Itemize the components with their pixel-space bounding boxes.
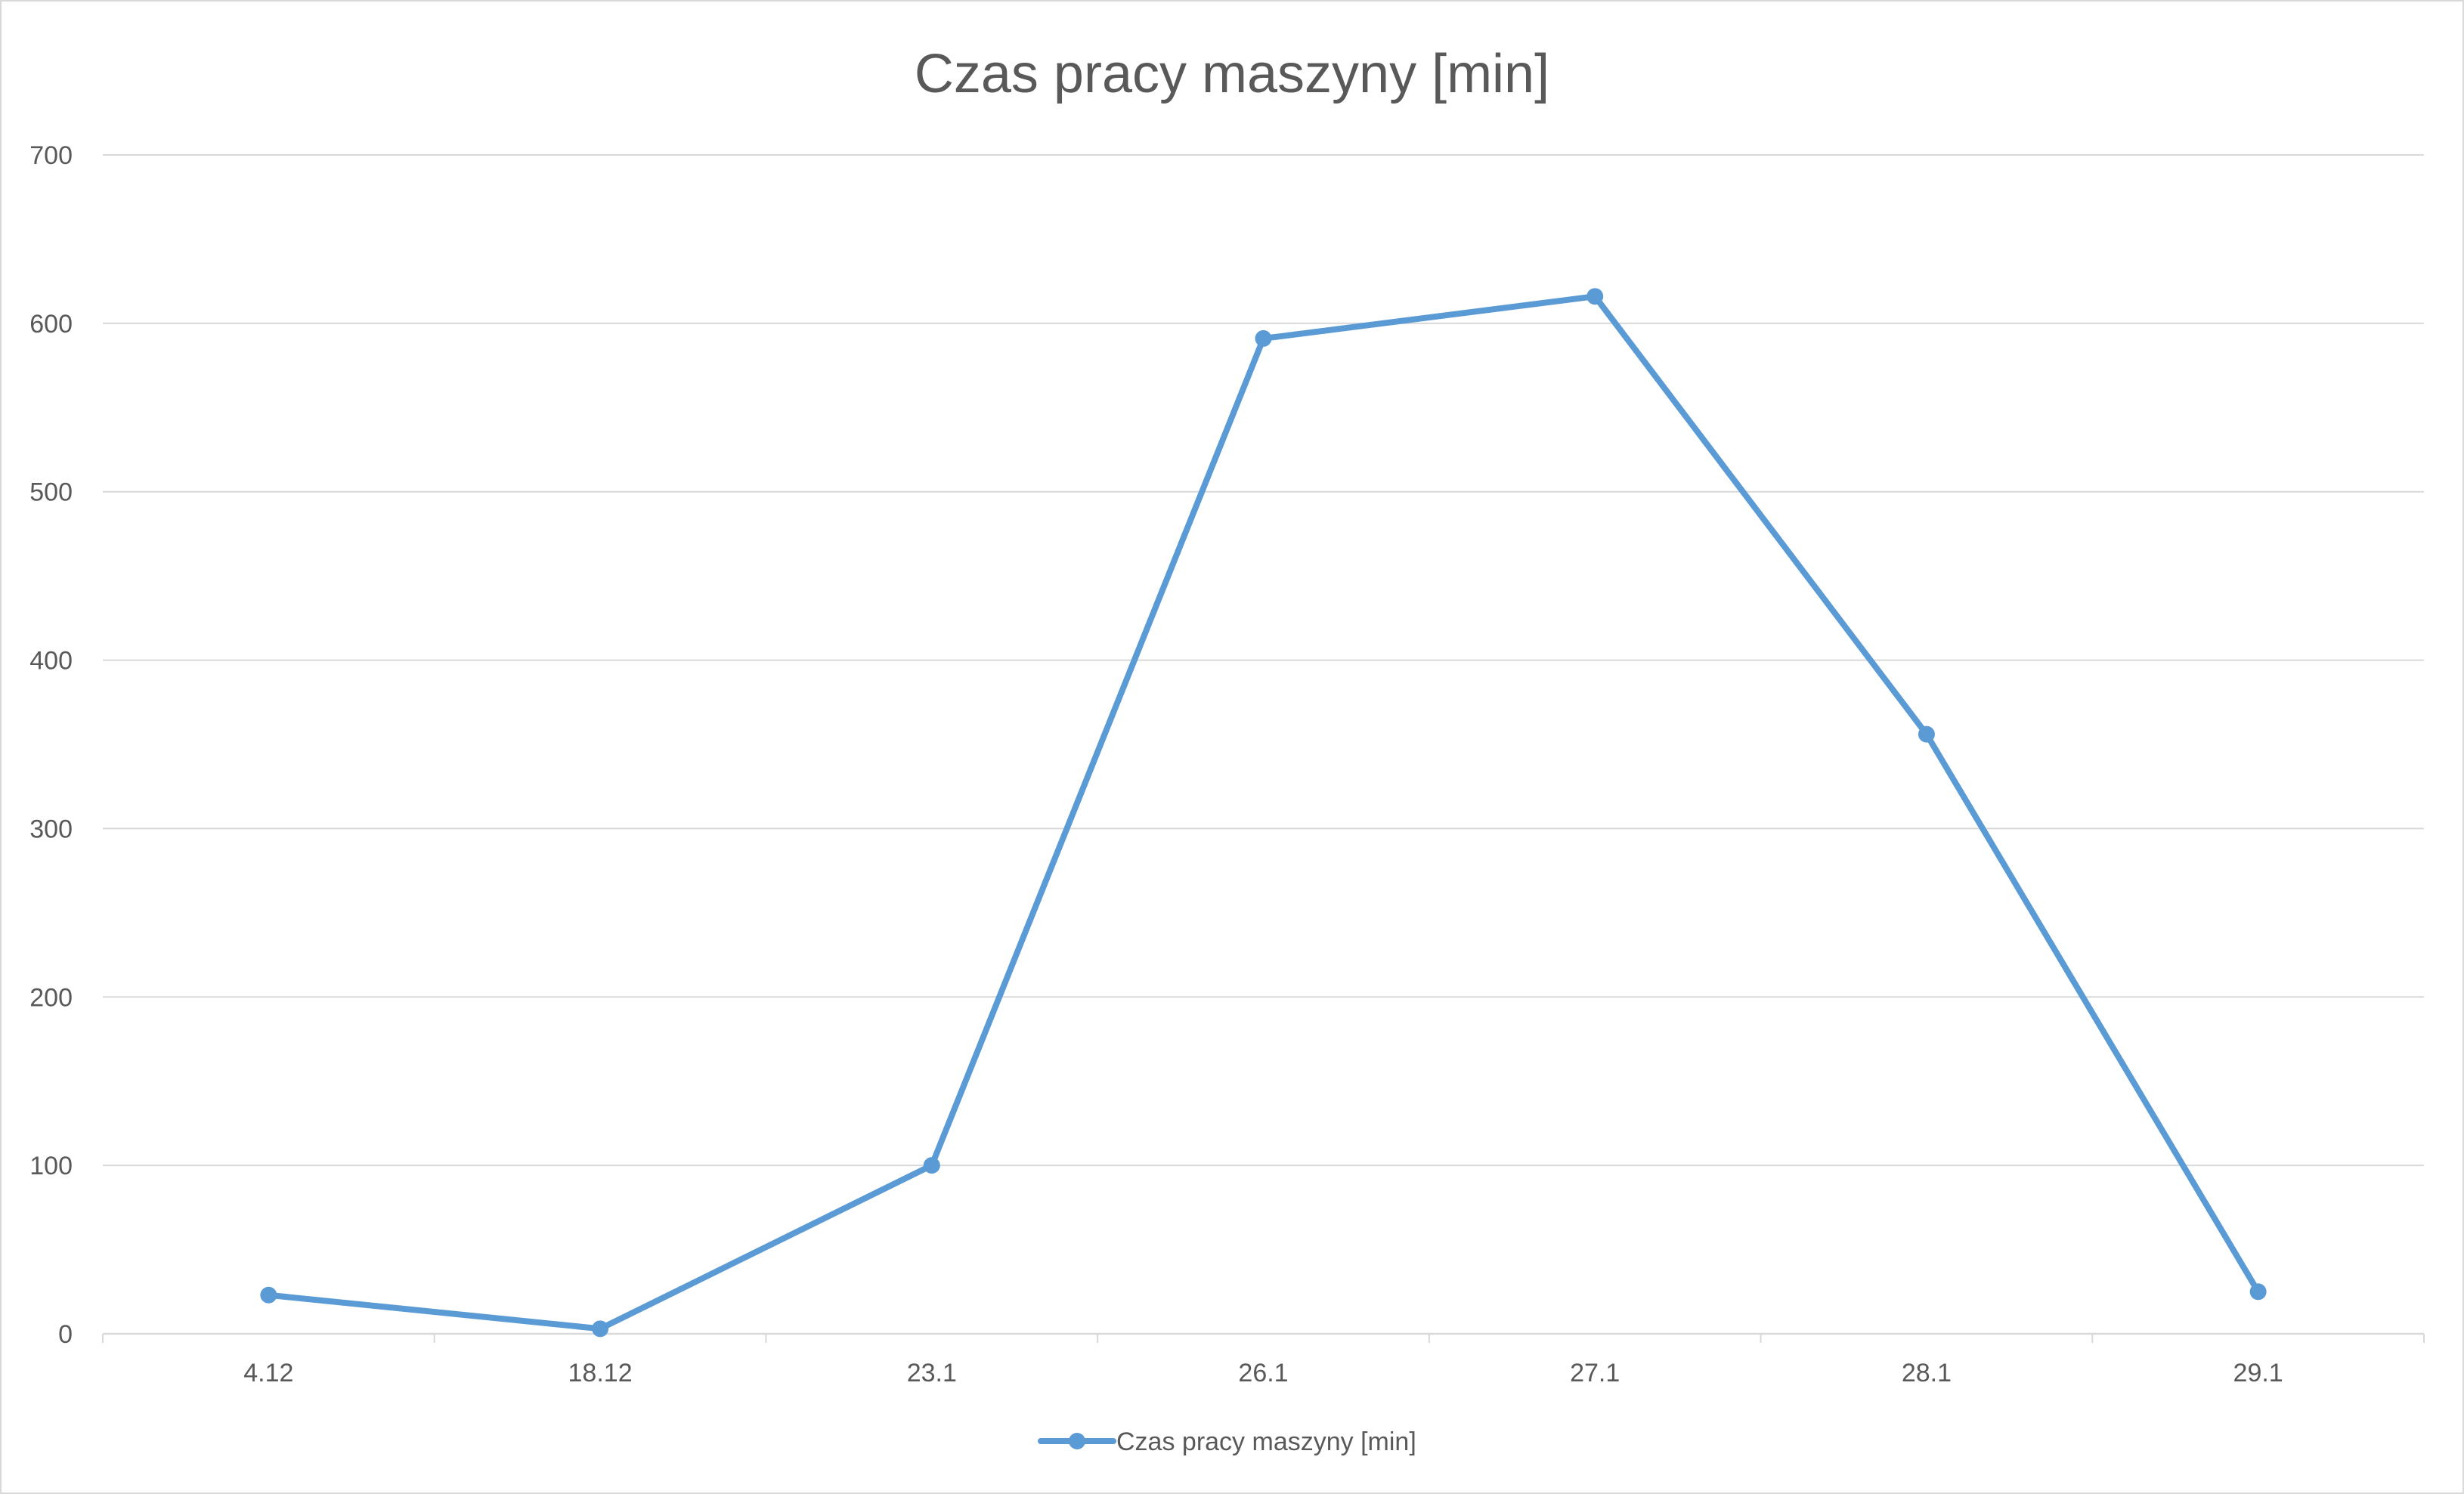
series-group [260,288,2267,1338]
data-point [2249,1283,2267,1301]
x-tick-label: 26.1 [1238,1359,1288,1387]
data-point [1255,329,1272,347]
y-tick-label: 100 [29,1152,73,1180]
legend-label: Czas pracy maszyny [min] [1116,1427,1416,1456]
chart-title: Czas pracy maszyny [min] [915,44,1549,104]
axes: 0 100 200 300 400 500 600 700 4.12 18.12 23.1 26.1 2… [29,141,2425,1387]
x-tick-label: 18.12 [568,1359,633,1387]
y-tick-label: 500 [29,478,73,507]
legend-marker-swatch [1069,1433,1085,1449]
y-tick-label: 300 [29,815,73,843]
x-tick-label: 29.1 [2233,1359,2283,1387]
legend: Czas pracy maszyny [min] [1038,1427,1416,1456]
y-tick-label: 600 [29,310,73,339]
y-tick-label: 700 [29,141,73,170]
data-point [260,1286,277,1304]
data-point [923,1157,940,1174]
x-tick-label: 4.12 [243,1359,293,1387]
gridlines [103,154,2424,1167]
y-tick-label: 0 [58,1320,73,1349]
x-tick-label: 27.1 [1570,1359,1620,1387]
x-tick-label: 28.1 [1902,1359,1952,1387]
y-tick-label: 400 [29,647,73,676]
data-point [592,1320,609,1338]
x-tick-label: 23.1 [907,1359,957,1387]
series-line [265,293,2261,1332]
data-point [1586,288,1604,305]
y-tick-label: 200 [29,983,73,1012]
data-point [1918,725,1935,743]
